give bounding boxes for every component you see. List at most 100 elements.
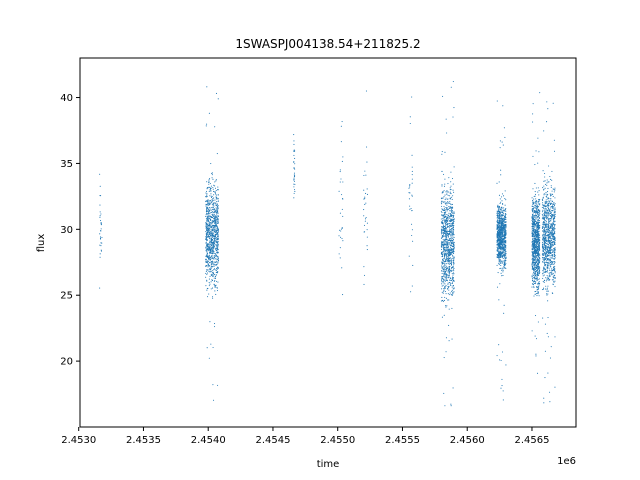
data-point [445,209,447,211]
data-point [553,208,555,210]
data-point [338,253,340,255]
data-point [205,240,208,242]
data-point [214,244,216,246]
data-point [547,250,549,252]
data-point [551,271,553,273]
data-point [553,205,555,207]
data-point [542,244,544,246]
data-point [544,261,546,263]
data-point [497,272,499,274]
data-point [496,234,499,236]
data-point [539,269,541,271]
data-point [441,229,443,231]
data-point [552,195,554,198]
data-point [534,215,536,217]
data-point [534,238,536,240]
data-point [293,174,295,176]
data-point [293,160,295,163]
data-point [499,256,501,258]
data-point [549,235,551,237]
data-point [206,248,208,251]
data-point [545,202,547,204]
data-point [451,286,453,288]
data-point [534,236,536,238]
data-point [535,187,537,189]
data-point [542,234,544,236]
data-point [211,248,213,250]
data-point [216,213,218,215]
data-point [536,243,538,245]
data-point [546,194,548,196]
data-point [499,241,501,243]
data-point [497,238,499,240]
data-point [444,202,446,204]
data-point [449,192,451,194]
data-point [502,256,504,258]
data-point [213,246,215,248]
data-point [215,190,217,192]
data-point [550,206,552,208]
data-point [542,237,544,239]
data-point [552,263,554,265]
data-point [206,289,208,291]
data-point [440,218,442,220]
data-point [208,285,210,287]
data-point [453,262,455,264]
data-point [453,260,455,262]
data-point [550,238,552,240]
data-point [537,288,539,291]
data-point [208,254,211,256]
data-point [504,218,506,220]
data-point [537,292,539,294]
data-point [206,227,208,229]
data-point [500,267,502,269]
data-point [451,214,453,216]
data-point [537,237,539,239]
data-point [504,251,506,253]
data-point [209,229,211,231]
data-point [206,235,208,237]
data-point [447,267,449,269]
data-point [554,231,556,233]
data-point [549,265,551,267]
data-point [550,195,552,197]
data-point [546,213,548,215]
data-point [554,248,556,250]
data-point [552,272,554,274]
data-point [537,234,539,236]
data-point [213,219,216,222]
data-point [547,243,550,246]
data-point [549,193,551,195]
data-point [207,296,209,298]
data-point [499,261,501,263]
data-point [452,225,454,227]
data-point [533,217,535,219]
data-point [500,272,502,274]
data-point [451,245,453,247]
data-point [552,222,555,225]
data-point [553,139,555,141]
data-point [211,269,213,272]
data-point [534,239,537,241]
data-point [445,202,448,204]
data-point [294,175,296,177]
data-point [537,233,539,235]
data-point [500,226,502,228]
data-point [531,219,533,221]
data-point [502,221,504,223]
data-point [447,226,449,229]
data-point [411,234,413,237]
data-point [451,196,453,198]
data-point [554,220,556,222]
data-point [543,254,545,256]
data-point [216,242,218,244]
data-point [443,270,445,272]
data-point [537,220,539,222]
data-point [443,236,445,238]
data-point [551,242,553,244]
data-point [553,219,555,221]
data-point [448,273,450,275]
data-point [554,214,556,216]
data-point [553,243,555,246]
data-point [537,272,539,274]
